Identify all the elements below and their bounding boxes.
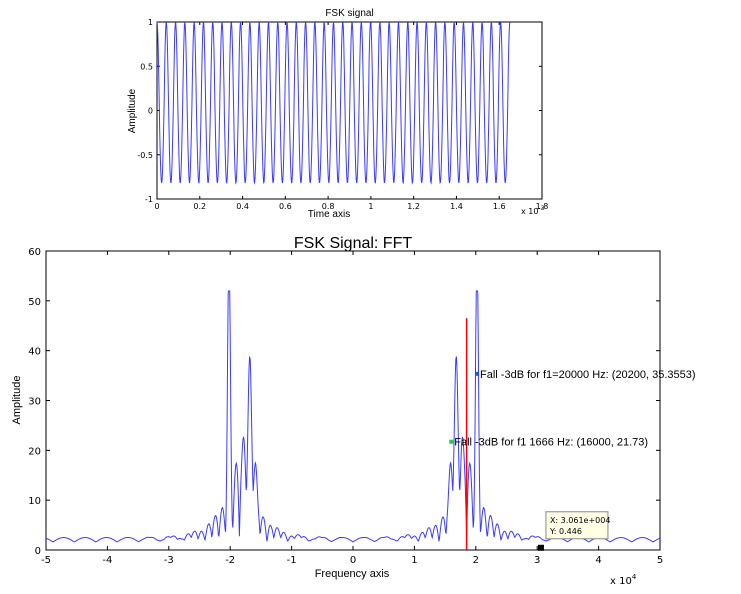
time-y-tick-label: -0.5 xyxy=(137,151,153,160)
time-y-tick-label: 1 xyxy=(148,18,153,27)
fft-x-tick-label: 0 xyxy=(350,555,356,566)
fft-datatip-box xyxy=(545,511,609,540)
fft-annotation-label: Fall -3dB for f1 1666 Hz: (16000, 21.73) xyxy=(454,437,648,449)
fft-y-tick-label: 50 xyxy=(28,297,41,308)
fft-chart-x-exponent: x 104 xyxy=(610,573,637,587)
fft-chart-exp-power: 4 xyxy=(632,573,637,581)
fft-y-tick-label: 60 xyxy=(28,247,41,258)
time-y-tick-label: 0 xyxy=(148,107,153,116)
fft-chart-plot-area xyxy=(45,250,661,551)
time-y-tick-label: 0.5 xyxy=(140,62,153,71)
fft-y-tick-label: 30 xyxy=(28,397,41,408)
fft-y-tick-label: 40 xyxy=(28,347,41,358)
time-chart-ticks: 0 0.2 0.4 0.6 0.8 1 1.2 1.4 1.6 1.8 -1 -0.5 0 0.5 1 xyxy=(137,18,548,211)
fft-annotation-marker xyxy=(475,371,480,376)
fft-x-tick-label: 4 xyxy=(595,555,601,566)
time-x-tick-label: 0 xyxy=(154,202,159,211)
fft-y-tick-label: 20 xyxy=(28,446,41,457)
fft-y-tick-label: 10 xyxy=(28,496,41,507)
time-x-tick-label: 0.4 xyxy=(236,202,249,211)
time-x-tick-label: 0.6 xyxy=(279,202,292,211)
fft-datatip-y: Y: 0.446 xyxy=(549,527,582,536)
fft-x-tick-label: 1 xyxy=(411,555,417,566)
fft-annotation-label: Fall -3dB for f1=20000 Hz: (20200, 35.35… xyxy=(480,369,696,381)
fft-annotation-marker xyxy=(449,439,454,444)
fft-datatip-marker xyxy=(537,544,544,551)
fft-chart-x-label: Frequency axis xyxy=(315,568,390,580)
fft-datatip-x: X: 3.061e+004 xyxy=(550,516,611,525)
fft-chart-exp-base: x 10 xyxy=(610,576,632,587)
fft-x-tick-label: -3 xyxy=(164,555,174,566)
time-x-tick-label: 1.2 xyxy=(407,202,420,211)
time-x-tick-label: 1.6 xyxy=(493,202,506,211)
fft-x-tick-label: -4 xyxy=(102,555,112,566)
fft-x-tick-label: -5 xyxy=(41,555,51,566)
fft-chart-title: FSK Signal: FFT xyxy=(294,235,412,252)
fft-x-tick-label: -1 xyxy=(287,555,297,566)
time-x-tick-label: 0.2 xyxy=(193,202,206,211)
fft-x-tick-label: 3 xyxy=(534,555,540,566)
time-chart-title: FSK signal xyxy=(325,8,373,19)
time-x-tick-label: 1 xyxy=(368,202,373,211)
time-chart-exp-base: x 10 xyxy=(521,207,538,216)
fft-x-tick-label: -2 xyxy=(225,555,235,566)
fft-y-tick-label: 0 xyxy=(35,546,41,557)
fsk-fft-chart: FSK Signal: FFT -5 -4 -3 -2 -1 0 1 2 3 4 501020304… xyxy=(11,235,696,587)
fsk-time-chart: FSK signal 0 0.2 0.4 0.6 0.8 1 1.2 1.4 1.6 1.8 -1 -… xyxy=(127,8,548,220)
time-y-tick-label: -1 xyxy=(145,195,153,204)
fft-x-tick-label: 5 xyxy=(657,555,663,566)
time-x-tick-label: 1.8 xyxy=(536,202,549,211)
fft-datatip[interactable]: X: 3.061e+004 Y: 0.446 xyxy=(537,511,611,551)
fft-annotations: Fall -3dB for f1=20000 Hz: (20200, 35.35… xyxy=(449,369,696,449)
time-x-tick-label: 0.8 xyxy=(322,202,335,211)
time-chart-y-label: Amplitude xyxy=(127,88,138,133)
time-chart-x-label: Time axis xyxy=(308,209,350,220)
time-x-tick-label: 1.4 xyxy=(450,202,463,211)
time-chart-x-exponent: x 10-3 xyxy=(521,205,545,216)
time-chart-exp-power: -3 xyxy=(538,205,544,212)
fft-chart-y-label: Amplitude xyxy=(11,376,23,425)
fft-x-tick-label: 2 xyxy=(473,555,479,566)
time-chart-series-line xyxy=(156,20,511,185)
